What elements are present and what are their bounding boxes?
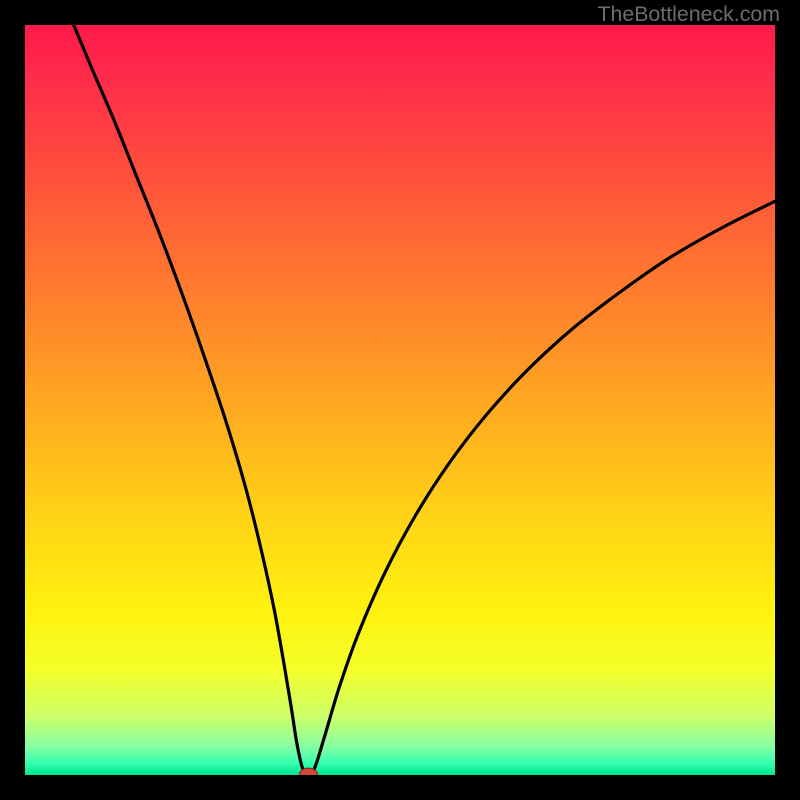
- minimum-marker: [300, 768, 318, 780]
- bottleneck-curve-chart: [0, 0, 800, 800]
- watermark-text: TheBottleneck.com: [597, 2, 780, 27]
- plot-background: [25, 25, 775, 775]
- chart-frame: TheBottleneck.com: [0, 0, 800, 800]
